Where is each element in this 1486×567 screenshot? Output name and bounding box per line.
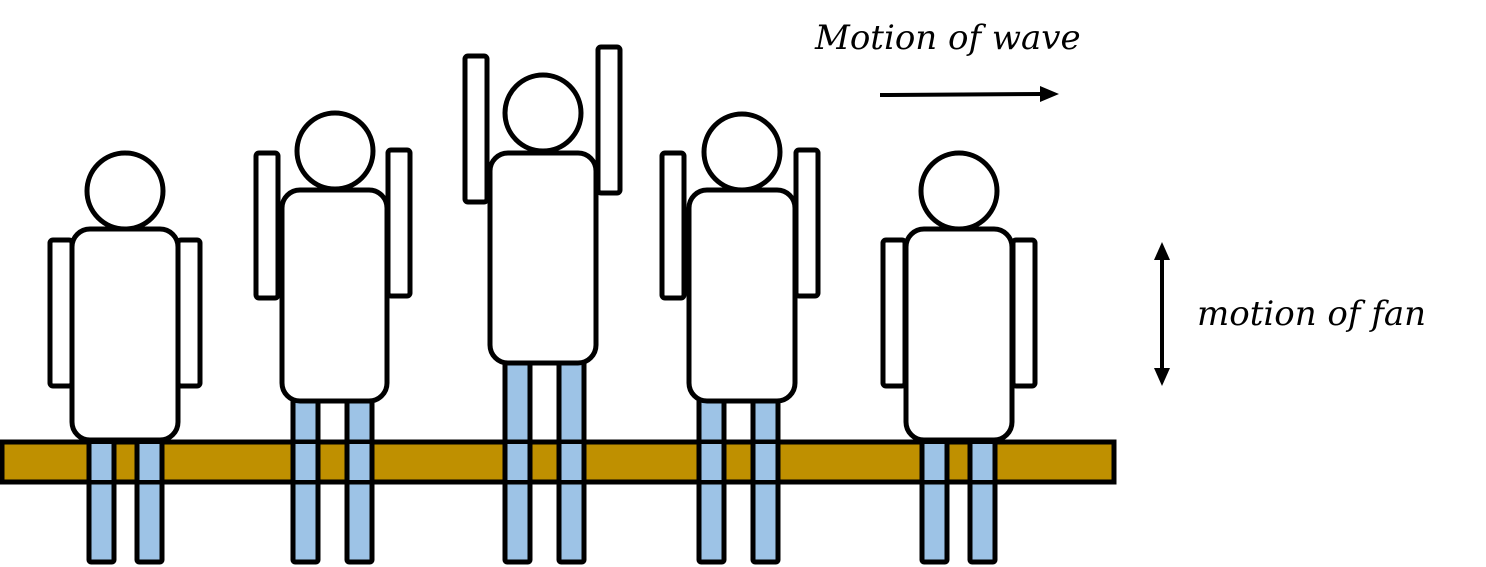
- fan-2-right-leg-over-bench: [347, 444, 372, 480]
- fan-5-head: [918, 150, 1000, 232]
- fan-2-head: [294, 110, 376, 192]
- fan-4-left-arm: [659, 150, 687, 301]
- wave-motion-arrow-icon: [879, 86, 1059, 102]
- fan-2-right-arm: [385, 147, 413, 299]
- fan-motion-label: motion of fan: [1197, 294, 1426, 334]
- fan-3-right-arm: [595, 44, 623, 196]
- fan-1-right-arm: [175, 237, 203, 389]
- fan-1-right-leg-over-bench: [137, 444, 162, 480]
- fan-5: [880, 150, 1038, 443]
- fan-3-right-leg-over-bench: [559, 444, 584, 480]
- fan-5-right-arm: [1010, 237, 1038, 389]
- fan-1-left-leg-over-bench: [89, 444, 114, 480]
- fan-3: [462, 44, 623, 366]
- fan-4-right-leg-over-bench: [753, 444, 778, 480]
- fan-2-left-arm: [253, 150, 281, 301]
- fan-1-torso: [69, 226, 181, 443]
- fan-1: [47, 150, 203, 443]
- fan-2-torso: [279, 187, 390, 404]
- fan-4-right-arm: [793, 147, 821, 299]
- fan-5-right-leg-over-bench: [970, 444, 995, 480]
- fan-4-head: [701, 111, 783, 193]
- fan-1-head: [84, 150, 166, 232]
- fan-4-left-leg-over-bench: [699, 444, 724, 480]
- fan-3-left-arm: [462, 53, 490, 205]
- fan-5-torso: [903, 226, 1015, 443]
- fan-5-left-leg-over-bench: [922, 444, 947, 480]
- fan-4: [659, 111, 821, 404]
- fan-3-torso: [487, 150, 599, 366]
- fan-2: [253, 110, 413, 404]
- fan-4-torso: [686, 187, 798, 404]
- fan-1-left-arm: [47, 237, 75, 389]
- fan-5-left-arm: [880, 237, 908, 389]
- fan-3-left-leg-over-bench: [505, 444, 530, 480]
- fan-2-left-leg-over-bench: [293, 444, 318, 480]
- fan-3-head: [502, 72, 584, 154]
- wave-motion-label: Motion of wave: [814, 18, 1081, 58]
- legs-front-layer: [86, 442, 998, 482]
- fan-motion-double-arrow-icon: [1154, 242, 1170, 386]
